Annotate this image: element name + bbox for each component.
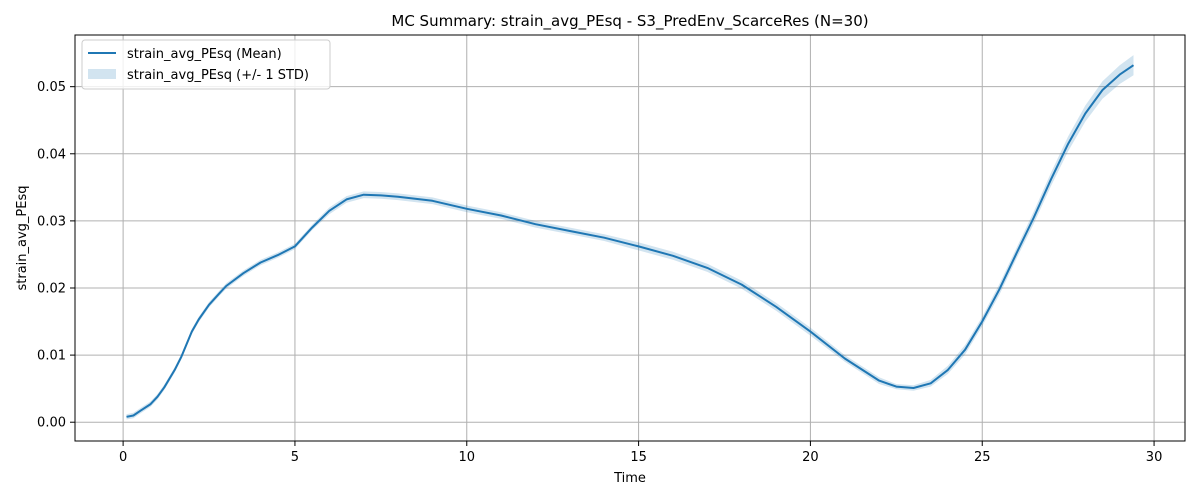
x-axis-ticks: 0 5 10 15 20 25 30 bbox=[119, 441, 1162, 465]
legend-mean-label: strain_avg_PEsq (Mean) bbox=[127, 47, 282, 62]
x-axis-label: Time bbox=[613, 471, 646, 486]
y-axis-ticks: 0.00 0.01 0.02 0.03 0.04 0.05 bbox=[37, 80, 75, 431]
y-tick-label: 0.02 bbox=[37, 281, 66, 296]
plot-frame bbox=[74, 34, 1186, 442]
legend-box bbox=[81, 39, 331, 90]
mean-line bbox=[126, 64, 1135, 418]
legend: strain_avg_PEsq (Mean) strain_avg_PEsq (… bbox=[81, 39, 331, 90]
mean-line-group bbox=[126, 64, 1135, 418]
y-tick-label: 0.05 bbox=[37, 80, 66, 95]
y-tick-label: 0.01 bbox=[37, 349, 66, 364]
legend-std-swatch bbox=[88, 69, 116, 79]
x-tick-label: 15 bbox=[630, 450, 647, 465]
x-tick-label: 5 bbox=[291, 450, 299, 465]
y-tick-label: 0.04 bbox=[37, 147, 66, 162]
chart-title: MC Summary: strain_avg_PEsq - S3_PredEnv… bbox=[391, 12, 868, 31]
y-axis-label: strain_avg_PEsq bbox=[15, 185, 30, 290]
x-tick-label: 20 bbox=[802, 450, 819, 465]
x-tick-label: 30 bbox=[1146, 450, 1163, 465]
x-tick-label: 25 bbox=[974, 450, 991, 465]
x-tick-label: 0 bbox=[119, 450, 127, 465]
x-tick-label: 10 bbox=[458, 450, 475, 465]
y-tick-label: 0.03 bbox=[37, 214, 66, 229]
legend-std-label: strain_avg_PEsq (+/- 1 STD) bbox=[127, 68, 309, 83]
y-tick-label: 0.00 bbox=[37, 416, 66, 431]
